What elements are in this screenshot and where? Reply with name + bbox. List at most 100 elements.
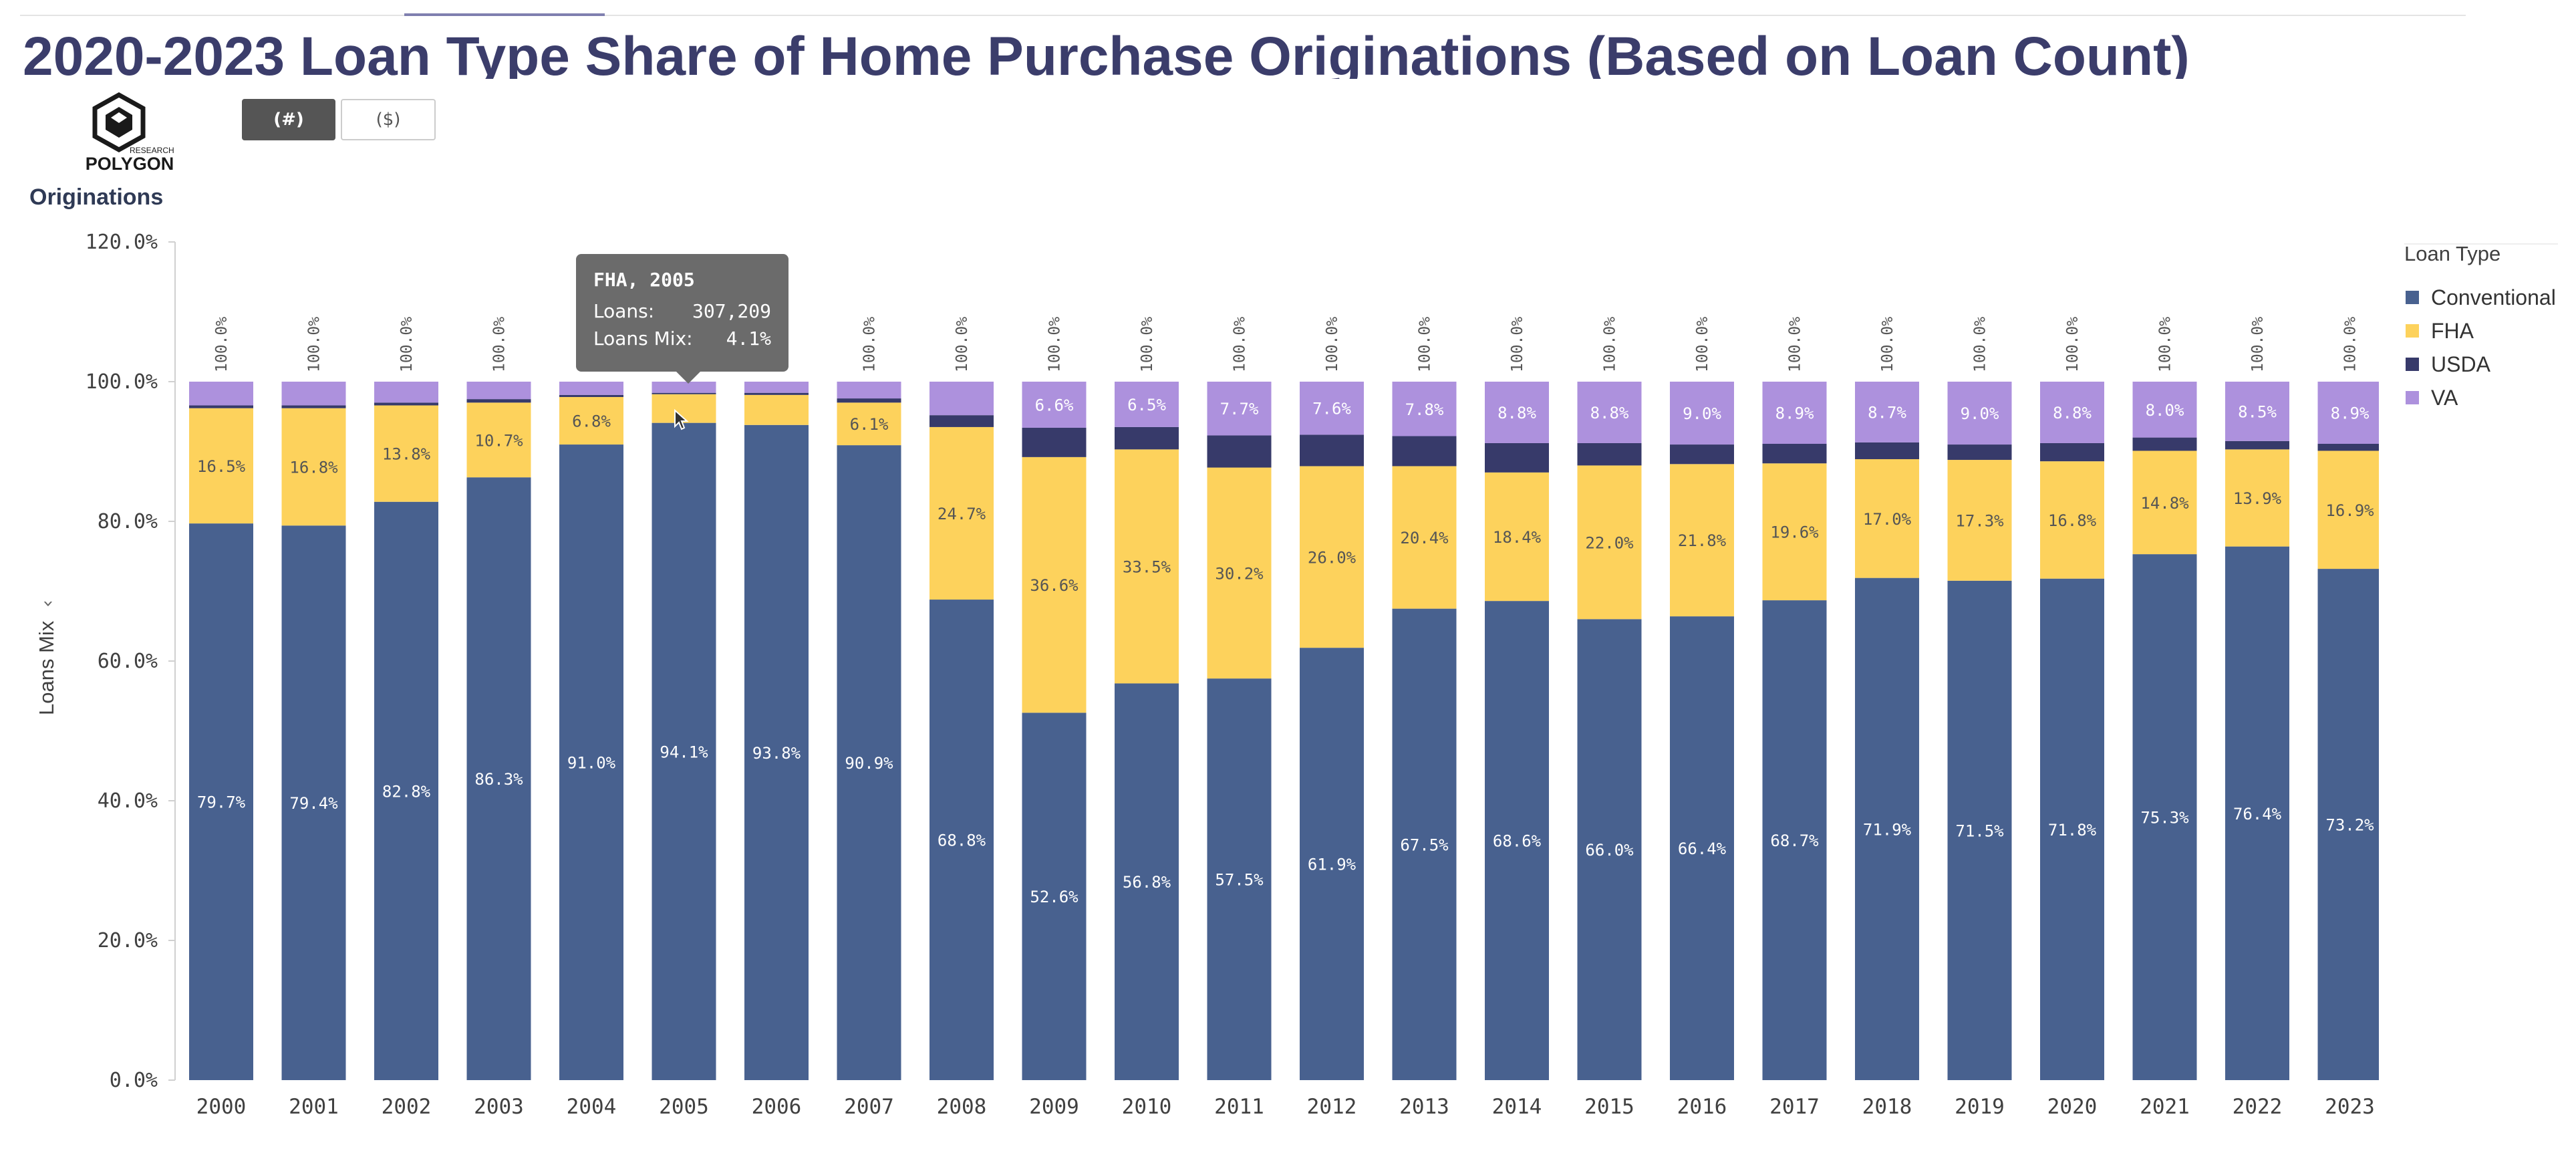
bar-segment-conventional[interactable] <box>2317 569 2380 1080</box>
bar-segment-va[interactable] <box>1115 382 1179 427</box>
bar-segment-fha[interactable] <box>1485 472 1549 602</box>
bar-segment-usda[interactable] <box>837 398 901 403</box>
bar-segment-usda[interactable] <box>744 392 809 395</box>
bar-segment-conventional[interactable] <box>929 600 994 1080</box>
count-toggle-button[interactable]: (#) <box>242 99 335 140</box>
bar-segment-usda[interactable] <box>1855 442 1919 459</box>
legend-item-va[interactable]: VA <box>2404 381 2556 414</box>
bar-segment-usda[interactable] <box>374 402 438 406</box>
legend-item-conventional[interactable]: Conventional <box>2404 281 2556 314</box>
bar-segment-va[interactable] <box>1855 382 1919 442</box>
bar-segment-usda[interactable] <box>1577 442 1642 466</box>
bar-segment-va[interactable] <box>744 382 809 393</box>
bar-segment-usda[interactable] <box>189 405 253 408</box>
bar-segment-conventional[interactable] <box>652 422 716 1080</box>
bar-segment-va[interactable] <box>1485 382 1549 443</box>
bar-segment-va[interactable] <box>2225 382 2289 441</box>
bar-segment-conventional[interactable] <box>2132 554 2197 1080</box>
bar-segment-fha[interactable] <box>281 408 346 526</box>
bar-segment-va[interactable] <box>1947 382 2012 445</box>
bar-segment-va[interactable] <box>1392 382 1457 436</box>
bar-segment-va[interactable] <box>466 382 531 400</box>
bar-segment-va[interactable] <box>652 382 716 393</box>
bar-segment-fha[interactable] <box>2132 450 2197 555</box>
bar-segment-usda[interactable] <box>1947 444 2012 461</box>
bar-segment-va[interactable] <box>281 382 346 406</box>
bar-segment-va[interactable] <box>929 382 994 416</box>
bar-segment-fha[interactable] <box>1670 464 1734 617</box>
bar-segment-conventional[interactable] <box>1670 616 1734 1080</box>
bar-segment-va[interactable] <box>559 382 623 395</box>
bar-segment-conventional[interactable] <box>837 445 901 1080</box>
bar-segment-conventional[interactable] <box>466 477 531 1080</box>
bar-segment-va[interactable] <box>1577 382 1642 443</box>
bar-segment-conventional[interactable] <box>744 424 809 1080</box>
bar-segment-fha[interactable] <box>1392 466 1457 609</box>
bar-segment-usda[interactable] <box>1022 427 1087 457</box>
bar-segment-conventional[interactable] <box>1947 580 2012 1080</box>
bar-segment-fha[interactable] <box>837 402 901 446</box>
bar-segment-conventional[interactable] <box>1300 648 1364 1080</box>
bar-segment-fha[interactable] <box>1115 449 1179 684</box>
bar-segment-usda[interactable] <box>1207 435 1272 468</box>
bar-segment-va[interactable] <box>1022 382 1087 428</box>
bar-segment-conventional[interactable] <box>1577 619 1642 1080</box>
bar-segment-usda[interactable] <box>1392 436 1457 467</box>
bar-segment-fha[interactable] <box>1947 460 2012 581</box>
bar-segment-va[interactable] <box>1670 382 1734 445</box>
bar-segment-conventional[interactable] <box>1115 683 1179 1080</box>
bar-segment-conventional[interactable] <box>1485 601 1549 1080</box>
bar-segment-fha[interactable] <box>1022 457 1087 713</box>
bar-segment-usda[interactable] <box>1762 444 1827 464</box>
bar-segment-va[interactable] <box>1300 382 1364 435</box>
bar-segment-usda[interactable] <box>281 405 346 408</box>
bar-segment-va[interactable] <box>374 382 438 403</box>
bar-segment-usda[interactable] <box>1485 442 1549 473</box>
bar-segment-conventional[interactable] <box>559 444 623 1080</box>
bar-segment-usda[interactable] <box>2040 442 2104 462</box>
bar-segment-conventional[interactable] <box>1207 678 1272 1080</box>
bar-segment-usda[interactable] <box>2132 437 2197 451</box>
bar-segment-fha[interactable] <box>1577 465 1642 620</box>
bar-segment-va[interactable] <box>1207 382 1272 436</box>
bar-segment-usda[interactable] <box>466 399 531 403</box>
bar-segment-fha[interactable] <box>374 405 438 502</box>
bar-segment-va[interactable] <box>1762 382 1827 444</box>
bar-segment-fha[interactable] <box>466 402 531 478</box>
bar-segment-usda[interactable] <box>1115 426 1179 450</box>
dollar-toggle-button[interactable]: ($) <box>341 99 436 140</box>
bar-segment-conventional[interactable] <box>1022 713 1087 1080</box>
bar-segment-usda[interactable] <box>1670 444 1734 465</box>
bar-segment-conventional[interactable] <box>189 523 253 1080</box>
bar-segment-fha[interactable] <box>929 426 994 600</box>
bar-segment-conventional[interactable] <box>1762 600 1827 1080</box>
bar-segment-fha[interactable] <box>1855 459 1919 578</box>
bar-segment-fha[interactable] <box>189 408 253 524</box>
bar-segment-conventional[interactable] <box>1855 577 1919 1080</box>
legend-item-usda[interactable]: USDA <box>2404 348 2556 381</box>
bar-segment-va[interactable] <box>189 382 253 406</box>
bar-segment-fha[interactable] <box>2225 449 2289 547</box>
bar-segment-conventional[interactable] <box>1392 608 1457 1080</box>
bar-segment-fha[interactable] <box>744 394 809 425</box>
bar-segment-fha[interactable] <box>559 396 623 445</box>
bar-segment-usda[interactable] <box>559 394 623 397</box>
bar-segment-va[interactable] <box>2317 382 2380 444</box>
bar-segment-usda[interactable] <box>929 415 994 427</box>
bar-segment-usda[interactable] <box>1300 434 1364 467</box>
bar-segment-conventional[interactable] <box>281 525 346 1080</box>
bar-segment-fha[interactable] <box>1300 466 1364 648</box>
bar-segment-va[interactable] <box>2132 382 2197 438</box>
bar-segment-va[interactable] <box>837 382 901 399</box>
bar-segment-conventional[interactable] <box>2040 578 2104 1080</box>
bar-segment-conventional[interactable] <box>374 501 438 1080</box>
bar-segment-usda[interactable] <box>2225 440 2289 450</box>
bar-segment-usda[interactable] <box>652 392 716 394</box>
bar-segment-fha[interactable] <box>2317 450 2380 569</box>
legend-item-fha[interactable]: FHA <box>2404 314 2556 348</box>
bar-segment-va[interactable] <box>2040 382 2104 443</box>
bar-segment-fha[interactable] <box>1207 467 1272 679</box>
bar-segment-fha[interactable] <box>2040 461 2104 579</box>
bar-segment-fha[interactable] <box>1762 463 1827 601</box>
bar-segment-conventional[interactable] <box>2225 546 2289 1080</box>
